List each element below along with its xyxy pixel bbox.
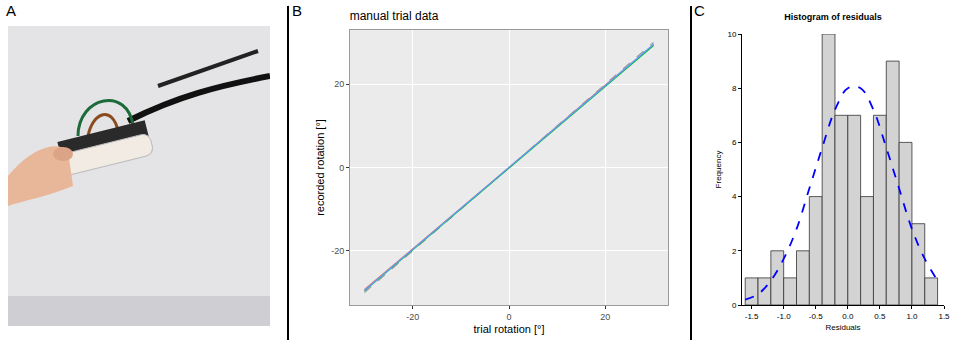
svg-text:0: 0 <box>732 301 737 310</box>
svg-text:8: 8 <box>732 84 737 93</box>
html-text:A: A <box>6 2 16 19</box>
svg-text:2: 2 <box>732 247 737 256</box>
svg-text:-20: -20 <box>406 312 419 322</box>
svg-text:6: 6 <box>732 138 737 147</box>
svg-text:recorded rotation [°]: recorded rotation [°] <box>314 119 326 216</box>
svg-text:Residuals: Residuals <box>825 323 860 332</box>
html-text:C: C <box>694 2 705 19</box>
svg-text:4: 4 <box>732 192 737 201</box>
svg-text:1.5: 1.5 <box>938 312 950 321</box>
svg-text:10: 10 <box>727 30 736 39</box>
svg-text:-0.5: -0.5 <box>809 312 823 321</box>
svg-text:0.0: 0.0 <box>842 312 854 321</box>
html-text:B: B <box>292 2 302 19</box>
svg-text:-1.5: -1.5 <box>745 312 759 321</box>
svg-text:-20: -20 <box>331 246 344 256</box>
svg-text:Histogram of residuals: Histogram of residuals <box>784 12 882 22</box>
svg-text:-1.0: -1.0 <box>777 312 791 321</box>
svg-text:0: 0 <box>506 312 511 322</box>
svg-text:20: 20 <box>334 79 344 89</box>
svg-text:0: 0 <box>339 163 344 173</box>
svg-text:Frequency: Frequency <box>714 151 723 189</box>
svg-text:trial rotation [°]: trial rotation [°] <box>473 323 544 335</box>
svg-text:20: 20 <box>600 312 610 322</box>
svg-text:0.5: 0.5 <box>874 312 886 321</box>
svg-text:1.0: 1.0 <box>906 312 918 321</box>
svg-text:manual trial data: manual trial data <box>350 9 439 23</box>
